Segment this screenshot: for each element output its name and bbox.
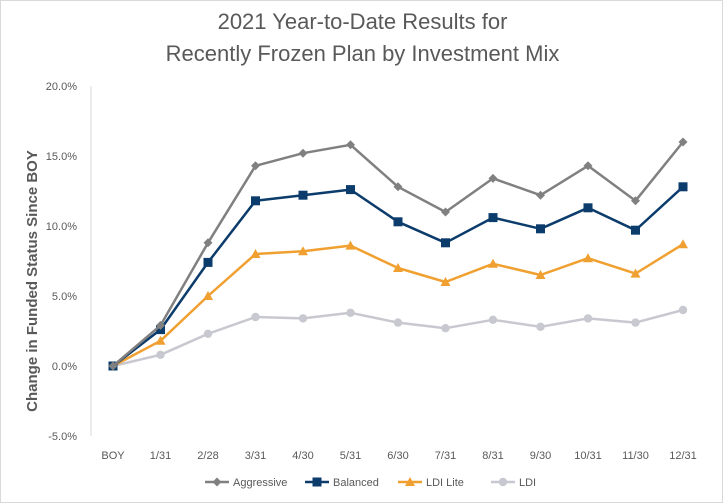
data-point-marker bbox=[678, 239, 688, 249]
chart-title-line1: 2021 Year-to-Date Results for bbox=[217, 9, 508, 34]
x-tick-label: 1/31 bbox=[150, 450, 171, 462]
data-point-marker bbox=[298, 148, 308, 158]
series-line bbox=[112, 141, 684, 367]
data-point-marker bbox=[583, 253, 593, 263]
data-point-marker bbox=[631, 318, 640, 327]
data-point-marker bbox=[536, 224, 545, 234]
data-point-marker bbox=[441, 207, 450, 217]
data-point-marker bbox=[251, 312, 260, 322]
series-balanced bbox=[108, 182, 688, 371]
x-tick-label: 6/30 bbox=[387, 450, 408, 462]
data-point-marker bbox=[251, 196, 260, 206]
data-point-marker bbox=[441, 324, 450, 333]
data-point-marker bbox=[678, 137, 688, 147]
x-tick-label: 4/30 bbox=[292, 450, 313, 462]
y-tick-label: 15.0% bbox=[46, 151, 77, 163]
data-point-marker bbox=[488, 315, 498, 324]
data-point-marker bbox=[441, 238, 450, 248]
x-tick-label: 5/31 bbox=[340, 450, 361, 462]
legend-item: LDI bbox=[491, 477, 536, 489]
x-tick-label: 3/31 bbox=[245, 450, 266, 462]
data-point-marker bbox=[345, 240, 356, 250]
legend-item: Balanced bbox=[305, 477, 379, 489]
data-point-marker bbox=[488, 258, 498, 268]
legend-item: Aggressive bbox=[205, 477, 287, 489]
data-point-marker bbox=[298, 246, 308, 256]
data-point-marker bbox=[312, 477, 322, 487]
data-point-marker bbox=[583, 161, 593, 171]
y-tick-label: 20.0% bbox=[46, 81, 77, 93]
data-point-marker bbox=[498, 477, 508, 487]
data-point-marker bbox=[630, 268, 641, 278]
data-point-marker bbox=[346, 185, 355, 195]
legend-label: Balanced bbox=[333, 477, 379, 489]
data-point-marker bbox=[678, 182, 688, 192]
x-tick-label: 12/31 bbox=[669, 450, 697, 462]
data-point-marker bbox=[203, 329, 213, 338]
y-tick-label: 5.0% bbox=[52, 291, 77, 303]
data-point-marker bbox=[155, 335, 166, 345]
y-tick-label: 10.0% bbox=[46, 221, 77, 233]
data-point-marker bbox=[536, 322, 545, 331]
data-point-marker bbox=[250, 249, 261, 258]
series-layer bbox=[108, 137, 688, 371]
legend-label: LDI Lite bbox=[426, 477, 464, 489]
data-point-marker bbox=[108, 361, 118, 371]
data-point-marker bbox=[631, 225, 640, 235]
x-tick-label: BOY bbox=[101, 450, 125, 462]
y-axis-title: Change in Funded Status Since BOY bbox=[24, 150, 41, 412]
data-point-marker bbox=[440, 277, 451, 286]
x-tick-label: 11/30 bbox=[622, 450, 649, 462]
data-point-marker bbox=[156, 350, 165, 359]
data-point-marker bbox=[298, 190, 308, 200]
data-point-marker bbox=[631, 196, 640, 206]
data-point-marker bbox=[536, 190, 545, 200]
x-tick-label: 9/30 bbox=[530, 450, 551, 462]
data-point-marker bbox=[156, 320, 165, 330]
data-point-marker bbox=[203, 257, 213, 267]
legend-label: LDI bbox=[519, 477, 536, 489]
data-point-marker bbox=[535, 270, 546, 279]
x-tick-label: 8/31 bbox=[482, 450, 503, 462]
data-point-marker bbox=[393, 217, 403, 227]
data-point-marker bbox=[393, 263, 403, 272]
x-tick-label: 10/31 bbox=[574, 450, 602, 462]
series-line bbox=[112, 308, 684, 368]
data-point-marker bbox=[583, 314, 593, 323]
data-point-marker bbox=[583, 203, 593, 213]
data-point-marker bbox=[393, 182, 403, 192]
data-point-marker bbox=[203, 291, 213, 300]
data-point-marker bbox=[488, 213, 498, 223]
legend: Aggressive Balanced LDI Lite LDI bbox=[205, 477, 536, 489]
data-point-marker bbox=[488, 173, 498, 183]
data-point-marker bbox=[346, 308, 355, 317]
data-point-marker bbox=[251, 161, 260, 171]
series-line bbox=[112, 243, 684, 368]
data-point-marker bbox=[405, 477, 415, 486]
x-tick-label: 7/31 bbox=[435, 450, 456, 462]
series-ldi bbox=[108, 305, 688, 371]
legend-item: LDI Lite bbox=[398, 477, 464, 489]
data-point-marker bbox=[393, 318, 403, 327]
data-point-marker bbox=[203, 238, 213, 248]
data-point-marker bbox=[212, 477, 222, 487]
data-point-marker bbox=[346, 140, 355, 150]
legend-label: Aggressive bbox=[233, 477, 287, 489]
series-aggressive bbox=[108, 137, 688, 371]
y-tick-label: -5.0% bbox=[48, 431, 77, 443]
chart-title-line2: Recently Frozen Plan by Investment Mix bbox=[165, 41, 560, 66]
series-ldi-lite bbox=[108, 239, 688, 370]
data-point-marker bbox=[298, 314, 308, 323]
y-tick-label: 0.0% bbox=[52, 361, 77, 373]
axes: -5.0% 0.0% 5.0% 10.0% 15.0% 20.0% BOY 1/31 2/28 3… bbox=[24, 81, 697, 462]
x-tick-label: 2/28 bbox=[197, 450, 218, 462]
data-point-marker bbox=[678, 305, 688, 315]
